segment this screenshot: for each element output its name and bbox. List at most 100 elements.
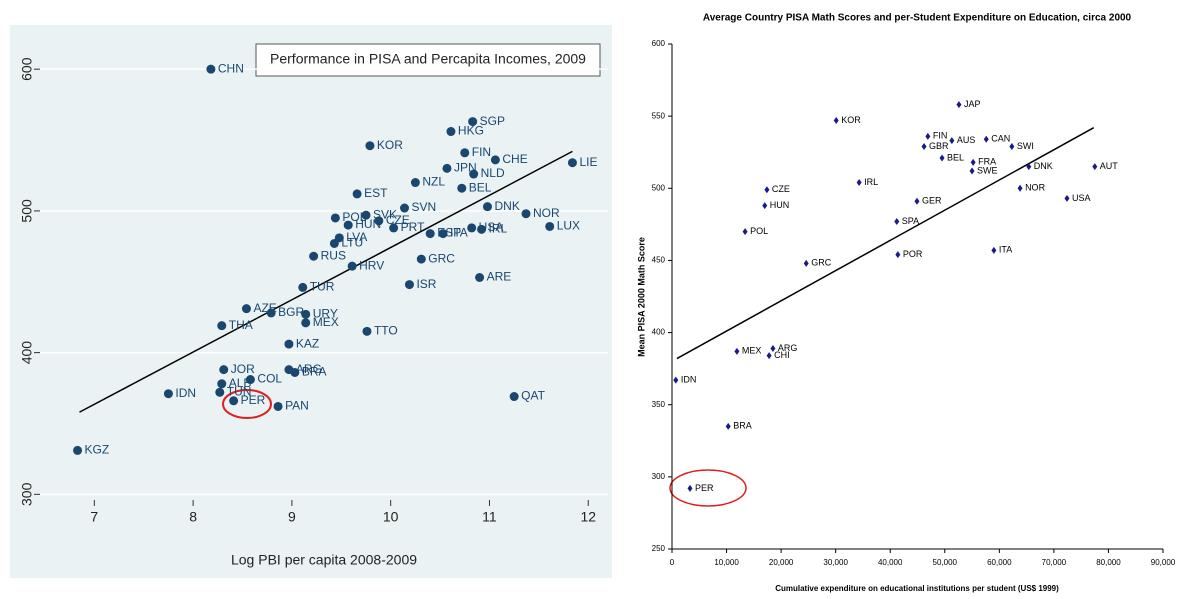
point-label: CHI bbox=[774, 350, 790, 360]
point-label: BGR bbox=[278, 305, 304, 319]
point-label: FRA bbox=[978, 157, 996, 167]
point-label: DNK bbox=[1034, 161, 1053, 171]
point bbox=[991, 246, 997, 254]
point bbox=[567, 158, 577, 168]
y-tick-label: 300 bbox=[652, 472, 666, 481]
point-label: HUN bbox=[355, 217, 381, 231]
point-label: POR bbox=[903, 249, 923, 259]
point-label: TTO bbox=[374, 324, 398, 338]
point bbox=[1017, 184, 1023, 192]
point bbox=[894, 217, 900, 225]
point bbox=[215, 387, 225, 397]
point bbox=[416, 254, 426, 264]
point bbox=[343, 220, 353, 230]
point bbox=[803, 259, 809, 267]
highlight-circle bbox=[669, 469, 747, 507]
y-tick-label: 350 bbox=[652, 400, 666, 409]
point-label: JAP bbox=[964, 99, 981, 109]
point bbox=[365, 141, 375, 151]
point-label: TUN bbox=[227, 384, 252, 398]
point bbox=[970, 158, 976, 166]
point-label: JOR bbox=[231, 362, 255, 376]
point bbox=[400, 203, 410, 213]
point-label: CZE bbox=[386, 213, 410, 227]
point-label: DNK bbox=[494, 199, 519, 213]
point-label: SWI bbox=[1017, 141, 1034, 151]
x-axis-label: Cumulative expenditure on educational in… bbox=[775, 584, 1059, 593]
x-tick-label: 60,000 bbox=[987, 558, 1012, 567]
left-panel bbox=[10, 25, 612, 578]
x-tick-label: 80,000 bbox=[1096, 558, 1121, 567]
point bbox=[1064, 194, 1070, 202]
trend-line bbox=[79, 150, 573, 413]
point-label: HKG bbox=[458, 124, 484, 138]
point-label: RUS bbox=[321, 248, 346, 262]
point-label: IDN bbox=[681, 375, 697, 385]
point bbox=[460, 148, 470, 158]
x-axis-label: Log PBI per capita 2008-2009 bbox=[231, 552, 417, 568]
point-label: KOR bbox=[841, 115, 861, 125]
point-label: ITA bbox=[450, 226, 468, 240]
point-label: TUR bbox=[310, 280, 335, 294]
point bbox=[309, 251, 319, 261]
point bbox=[764, 186, 770, 194]
point-label: LUX bbox=[557, 219, 580, 233]
point bbox=[925, 132, 931, 140]
point-label: GBR bbox=[929, 141, 949, 151]
point-label: ISR bbox=[416, 277, 436, 291]
point bbox=[1009, 142, 1015, 150]
point bbox=[956, 101, 962, 109]
point-label: SWE bbox=[977, 165, 998, 175]
point-label: PRT bbox=[401, 220, 425, 234]
point bbox=[1092, 163, 1098, 171]
point bbox=[73, 445, 83, 455]
point bbox=[983, 135, 989, 143]
point bbox=[468, 117, 478, 127]
y-tick-label: 500 bbox=[652, 183, 666, 192]
point bbox=[545, 221, 555, 231]
point-label: USA bbox=[1072, 193, 1091, 203]
x-tick-label: 10 bbox=[383, 509, 399, 525]
point-label: POL bbox=[750, 226, 768, 236]
point bbox=[425, 229, 435, 239]
point bbox=[673, 376, 679, 384]
point bbox=[438, 229, 448, 239]
point bbox=[273, 401, 283, 411]
point-label: EST bbox=[364, 186, 388, 200]
point bbox=[374, 216, 384, 226]
point-label: GRC bbox=[811, 258, 832, 268]
point-label: ALB bbox=[229, 376, 252, 390]
y-tick-label: 250 bbox=[652, 544, 666, 553]
point-label: SGP bbox=[480, 114, 505, 128]
y-axis-label: Mean PISA 2000 Math Score bbox=[636, 237, 646, 357]
point bbox=[457, 183, 467, 193]
point bbox=[229, 396, 239, 406]
point-label: GER bbox=[922, 196, 942, 206]
point-label: AUT bbox=[1100, 161, 1119, 171]
point bbox=[442, 163, 452, 173]
point bbox=[766, 352, 772, 360]
point-label: NOR bbox=[1025, 183, 1046, 193]
point bbox=[490, 155, 500, 165]
point bbox=[939, 154, 945, 162]
point-label: ARE bbox=[487, 270, 512, 284]
point-label: GRC bbox=[428, 251, 455, 265]
x-tick-label: 12 bbox=[580, 509, 596, 525]
point-label: HUN bbox=[770, 200, 790, 210]
point-label: AUS bbox=[957, 135, 976, 145]
point-label: CZE bbox=[772, 184, 790, 194]
point-label: CHE bbox=[502, 152, 527, 166]
point-label: URY bbox=[313, 307, 338, 321]
x-tick-label: 10,000 bbox=[714, 558, 739, 567]
point bbox=[734, 347, 740, 355]
point bbox=[298, 282, 308, 292]
point-label: QAT bbox=[521, 389, 545, 403]
point bbox=[914, 197, 920, 205]
point bbox=[725, 422, 731, 430]
chart-title: Performance in PISA and Percapita Income… bbox=[270, 51, 586, 67]
point-label: CHN bbox=[218, 61, 244, 75]
point bbox=[410, 178, 420, 188]
y-tick-label: 550 bbox=[652, 111, 666, 120]
point bbox=[347, 261, 357, 271]
